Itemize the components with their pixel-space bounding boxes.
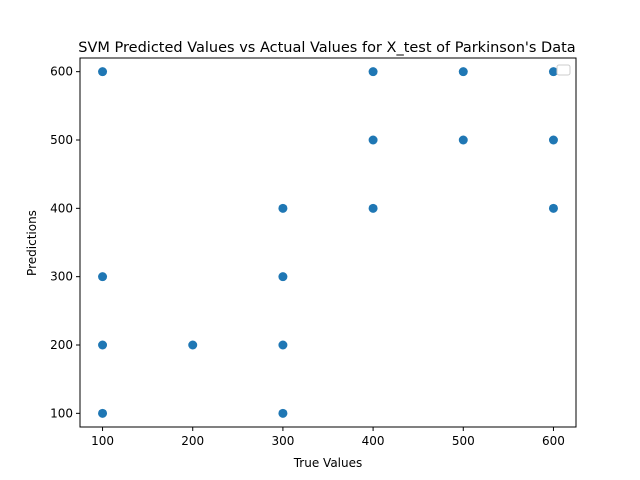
plot-area-frame xyxy=(79,57,577,428)
data-point xyxy=(98,340,108,350)
chart-title: SVM Predicted Values vs Actual Values fo… xyxy=(78,40,575,56)
data-point xyxy=(548,203,558,213)
data-point xyxy=(458,135,468,145)
data-point xyxy=(368,67,378,77)
legend-box xyxy=(556,64,571,76)
data-point xyxy=(188,340,198,350)
x-axis-label: True Values xyxy=(293,456,363,470)
data-point xyxy=(548,67,558,77)
data-point xyxy=(368,135,378,145)
y-tick-label: 600 xyxy=(50,65,73,79)
y-tick-label: 300 xyxy=(50,270,73,284)
data-point xyxy=(278,408,288,418)
x-tick-label: 100 xyxy=(91,434,114,448)
y-tick-label: 400 xyxy=(50,201,73,215)
data-point xyxy=(278,203,288,213)
x-tick-label: 200 xyxy=(181,434,204,448)
y-axis-label: Predictions xyxy=(25,210,39,276)
y-axis-ticks: 100 200 300 400 500 600 xyxy=(50,65,80,420)
data-point xyxy=(98,67,108,77)
data-point xyxy=(278,272,288,282)
x-axis-ticks: 100 200 300 400 500 600 xyxy=(91,427,565,448)
data-point xyxy=(278,340,288,350)
y-tick-label: 200 xyxy=(50,338,73,352)
data-point xyxy=(548,135,558,145)
x-tick-label: 500 xyxy=(452,434,475,448)
data-point xyxy=(98,272,108,282)
data-point xyxy=(368,203,378,213)
y-tick-label: 500 xyxy=(50,133,73,147)
data-point xyxy=(458,67,468,77)
y-tick-label: 100 xyxy=(50,406,73,420)
x-tick-label: 400 xyxy=(362,434,385,448)
data-points xyxy=(98,67,558,418)
data-point xyxy=(98,408,108,418)
x-tick-label: 300 xyxy=(271,434,294,448)
x-tick-label: 600 xyxy=(542,434,565,448)
